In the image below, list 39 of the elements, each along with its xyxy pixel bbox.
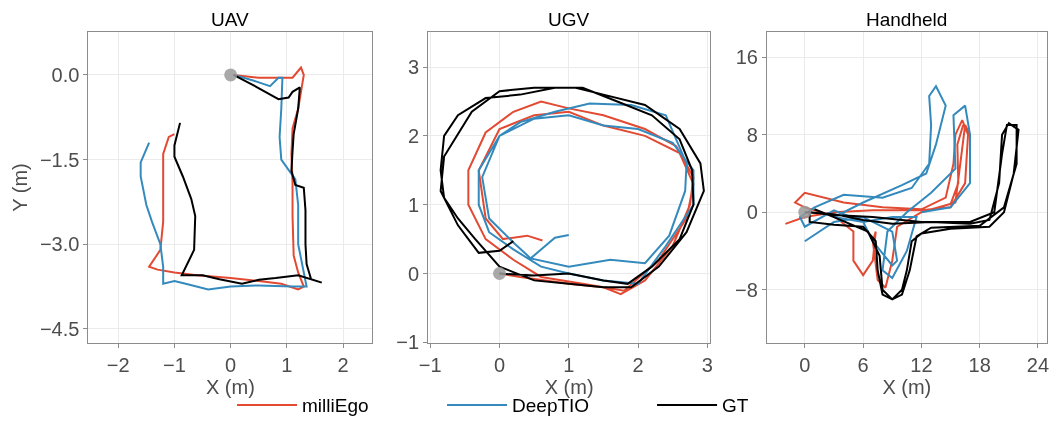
legend-label: GT	[722, 395, 749, 417]
x-tick-label: 2	[632, 354, 644, 376]
x-tick-label: −1	[163, 354, 186, 376]
y-tick-label: 0	[746, 201, 758, 224]
line-series	[784, 119, 971, 289]
x-tick-label: 12	[910, 354, 933, 376]
y-tick-label: 3	[408, 56, 420, 79]
y-tick-label: 1	[408, 193, 420, 216]
line-series	[798, 85, 971, 280]
x-tick-label: 2	[337, 354, 349, 376]
y-axis-title: Y (m)	[9, 163, 32, 212]
y-tick-label: 16	[735, 46, 758, 69]
y-tick-label: 0.0	[51, 63, 80, 86]
x-axis-title: X (m)	[544, 376, 594, 398]
x-tick-label: 0	[225, 354, 237, 376]
x-tick-label: 24	[1026, 354, 1050, 376]
x-tick-label: 1	[563, 354, 575, 376]
x-tick-label: 0	[493, 354, 506, 376]
y-tick-label: 2	[408, 124, 420, 147]
x-axis-title: X (m)	[882, 376, 932, 398]
chart-title: Handheld	[866, 9, 948, 30]
y-tick-label: −1	[396, 331, 420, 354]
x-axis-title: X (m)	[205, 376, 255, 398]
y-tick-label: −3.0	[39, 233, 80, 256]
line-series	[439, 86, 705, 289]
y-tick-label: 0	[408, 262, 420, 285]
y-tick-label: −4.5	[39, 317, 80, 340]
y-tick-label: −1.5	[39, 148, 80, 171]
chart-title: UGV	[548, 9, 590, 30]
x-tick-label: 3	[701, 354, 713, 376]
x-tick-label: 18	[968, 354, 991, 376]
y-tick-label: 8	[746, 123, 758, 146]
x-tick-label: −2	[106, 354, 130, 376]
legend-label: milliEgo	[302, 395, 369, 417]
y-tick-label: −8	[735, 278, 758, 301]
x-tick-label: 1	[281, 354, 293, 376]
x-tick-label: 0	[799, 354, 811, 376]
chart-title: UAV	[211, 9, 249, 30]
x-tick-label: 6	[857, 354, 869, 376]
